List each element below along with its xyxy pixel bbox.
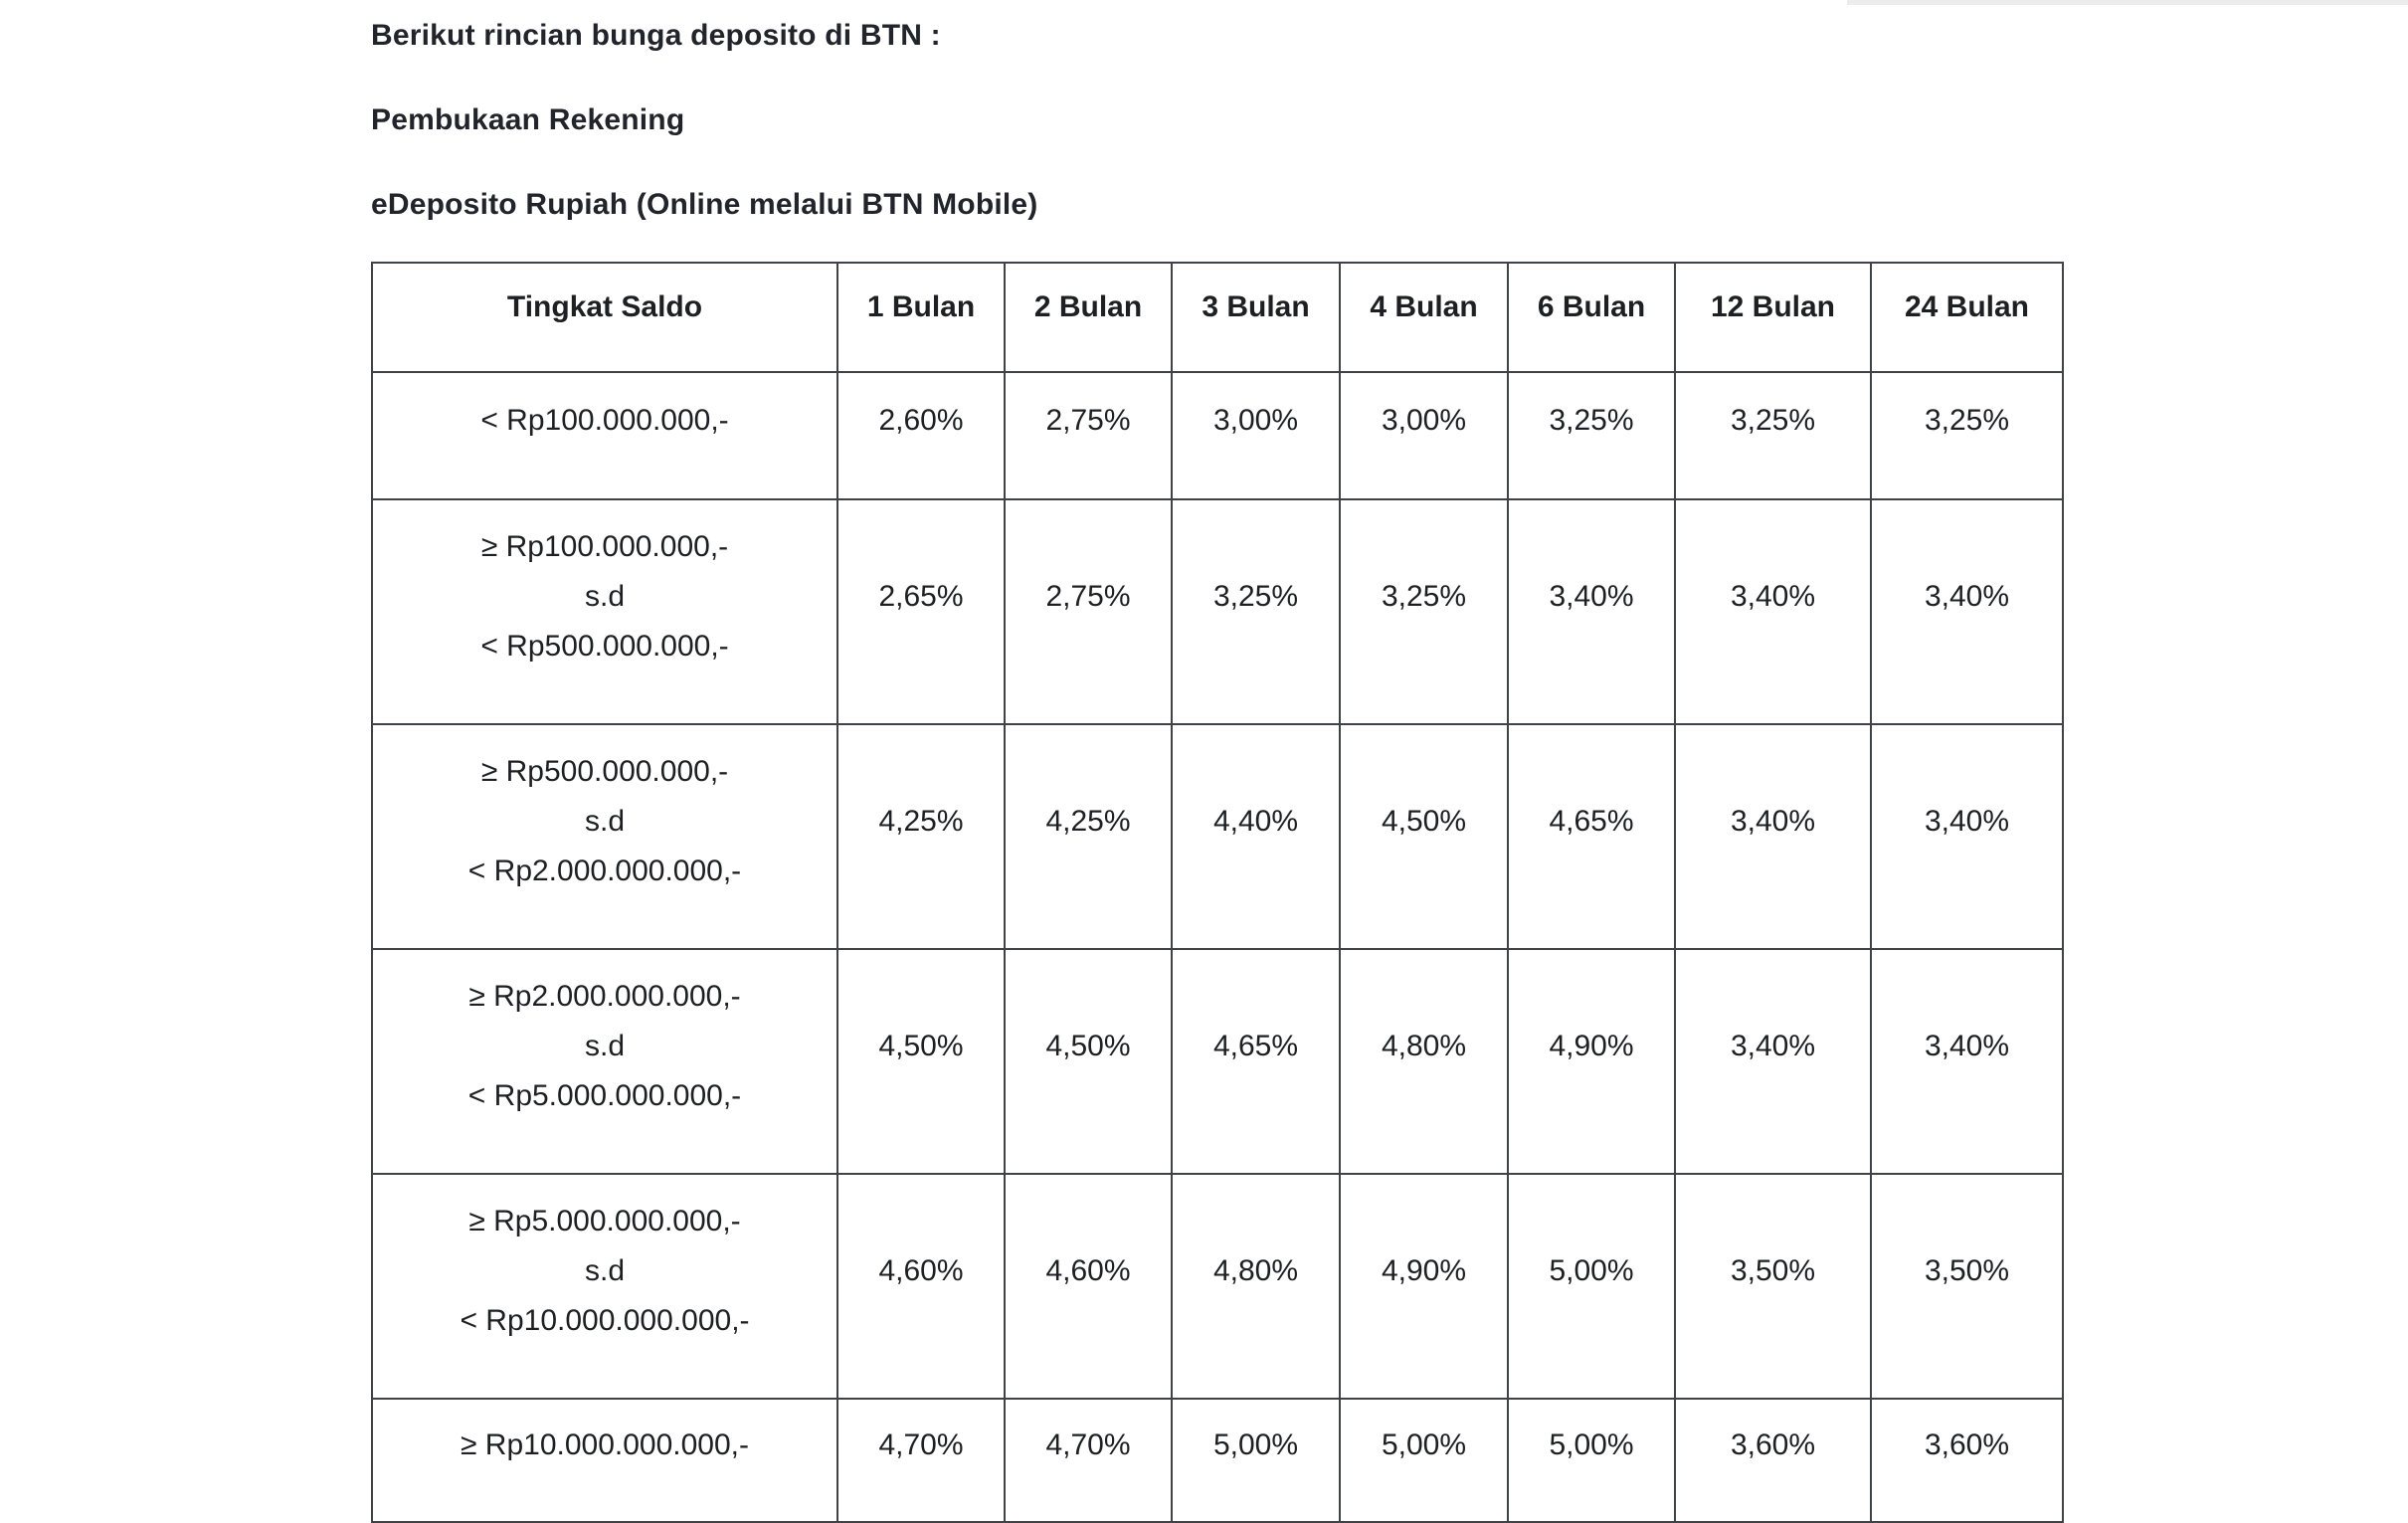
rate-cell: 4,70% [836, 1398, 1006, 1523]
rate-cell: 3,40% [1870, 948, 2064, 1175]
rate-cell: 4,80% [1171, 1173, 1341, 1400]
tier-line: < Rp100.000.000,- [480, 404, 729, 437]
rate-cell: 3,25% [1171, 498, 1341, 725]
rate-cell: 3,40% [1870, 723, 2064, 950]
rate-cell: 4,50% [1339, 723, 1509, 950]
rate-cell: 4,90% [1507, 948, 1676, 1175]
tier-cell: ≥ Rp5.000.000.000,- s.d < Rp10.000.000.0… [371, 1173, 838, 1400]
rate-cell: 4,50% [836, 948, 1006, 1175]
tier-line: s.d [584, 1254, 626, 1287]
rate-cell: 2,60% [836, 371, 1006, 500]
tier-line: < Rp5.000.000.000,- [467, 1079, 742, 1112]
rate-cell: 5,00% [1171, 1398, 1341, 1523]
rate-cell: 4,25% [836, 723, 1006, 950]
tier-cell: ≥ Rp10.000.000.000,- [371, 1398, 838, 1523]
table-row: ≥ Rp500.000.000,- s.d < Rp2.000.000.000,… [371, 723, 2064, 950]
content-area: Berikut rincian bunga deposito di BTN : … [371, 0, 2072, 1523]
rate-cell: 4,70% [1004, 1398, 1173, 1523]
rate-cell: 3,00% [1171, 371, 1341, 500]
rate-cell: 4,60% [836, 1173, 1006, 1400]
column-header-24-bulan: 24 Bulan [1870, 262, 2064, 373]
column-header-tingkat-saldo: Tingkat Saldo [371, 262, 838, 373]
table-row: ≥ Rp100.000.000,- s.d < Rp500.000.000,- … [371, 498, 2064, 725]
column-header-1-bulan: 1 Bulan [836, 262, 1006, 373]
table-row: ≥ Rp5.000.000.000,- s.d < Rp10.000.000.0… [371, 1173, 2064, 1400]
rate-cell: 4,90% [1339, 1173, 1509, 1400]
deposit-rates-table: Tingkat Saldo 1 Bulan 2 Bulan 3 Bulan 4 … [371, 262, 2064, 1523]
top-edge-strip [1847, 0, 2408, 5]
tier-cell: ≥ Rp100.000.000,- s.d < Rp500.000.000,- [371, 498, 838, 725]
tier-line: s.d [584, 580, 626, 613]
tier-line: s.d [584, 1030, 626, 1062]
page-heading-intro: Berikut rincian bunga deposito di BTN : [371, 19, 941, 52]
rate-cell: 3,40% [1870, 498, 2064, 725]
rate-cell: 3,25% [1674, 371, 1872, 500]
table-header-row: Tingkat Saldo 1 Bulan 2 Bulan 3 Bulan 4 … [371, 262, 2064, 373]
rate-cell: 2,75% [1004, 371, 1173, 500]
rate-cell: 4,25% [1004, 723, 1173, 950]
rate-cell: 3,40% [1674, 948, 1872, 1175]
tier-line: ≥ Rp10.000.000.000,- [460, 1428, 749, 1461]
rate-cell: 3,40% [1507, 498, 1676, 725]
page-heading-edeposito-rupiah: eDeposito Rupiah (Online melalui BTN Mob… [371, 188, 1038, 221]
table-row: < Rp100.000.000,- 2,60% 2,75% 3,00% 3,00… [371, 371, 2064, 500]
tier-line: < Rp10.000.000.000,- [460, 1304, 750, 1337]
rate-cell: 3,00% [1339, 371, 1509, 500]
rate-cell: 3,40% [1674, 723, 1872, 950]
tier-line: < Rp2.000.000.000,- [467, 855, 742, 887]
rate-cell: 3,60% [1674, 1398, 1872, 1523]
rate-cell: 4,65% [1507, 723, 1676, 950]
column-header-6-bulan: 6 Bulan [1507, 262, 1676, 373]
rate-cell: 3,25% [1339, 498, 1509, 725]
rate-cell: 5,00% [1507, 1398, 1676, 1523]
tier-line: ≥ Rp500.000.000,- [480, 755, 729, 788]
rate-cell: 3,40% [1674, 498, 1872, 725]
rate-cell: 3,25% [1870, 371, 2064, 500]
column-header-4-bulan: 4 Bulan [1339, 262, 1509, 373]
table-row: ≥ Rp2.000.000.000,- s.d < Rp5.000.000.00… [371, 948, 2064, 1175]
tier-line: ≥ Rp100.000.000,- [480, 530, 729, 563]
rate-cell: 2,65% [836, 498, 1006, 725]
column-header-12-bulan: 12 Bulan [1674, 262, 1872, 373]
tier-line: ≥ Rp2.000.000.000,- [468, 980, 741, 1013]
tier-cell: ≥ Rp500.000.000,- s.d < Rp2.000.000.000,… [371, 723, 838, 950]
rate-cell: 3,50% [1674, 1173, 1872, 1400]
column-header-3-bulan: 3 Bulan [1171, 262, 1341, 373]
rate-cell: 5,00% [1339, 1398, 1509, 1523]
table-row: ≥ Rp10.000.000.000,- 4,70% 4,70% 5,00% 5… [371, 1398, 2064, 1523]
tier-cell: ≥ Rp2.000.000.000,- s.d < Rp5.000.000.00… [371, 948, 838, 1175]
rate-cell: 4,80% [1339, 948, 1509, 1175]
rate-cell: 4,65% [1171, 948, 1341, 1175]
rate-cell: 3,50% [1870, 1173, 2064, 1400]
rate-cell: 4,60% [1004, 1173, 1173, 1400]
rate-cell: 5,00% [1507, 1173, 1676, 1400]
tier-cell: < Rp100.000.000,- [371, 371, 838, 500]
rate-cell: 3,25% [1507, 371, 1676, 500]
tier-line: ≥ Rp5.000.000.000,- [468, 1205, 741, 1237]
rate-cell: 2,75% [1004, 498, 1173, 725]
tier-line: s.d [584, 805, 626, 838]
page-heading-pembukaan-rekening: Pembukaan Rekening [371, 103, 685, 136]
column-header-2-bulan: 2 Bulan [1004, 262, 1173, 373]
rate-cell: 4,40% [1171, 723, 1341, 950]
rate-cell: 4,50% [1004, 948, 1173, 1175]
rate-cell: 3,60% [1870, 1398, 2064, 1523]
tier-line: < Rp500.000.000,- [480, 630, 729, 663]
